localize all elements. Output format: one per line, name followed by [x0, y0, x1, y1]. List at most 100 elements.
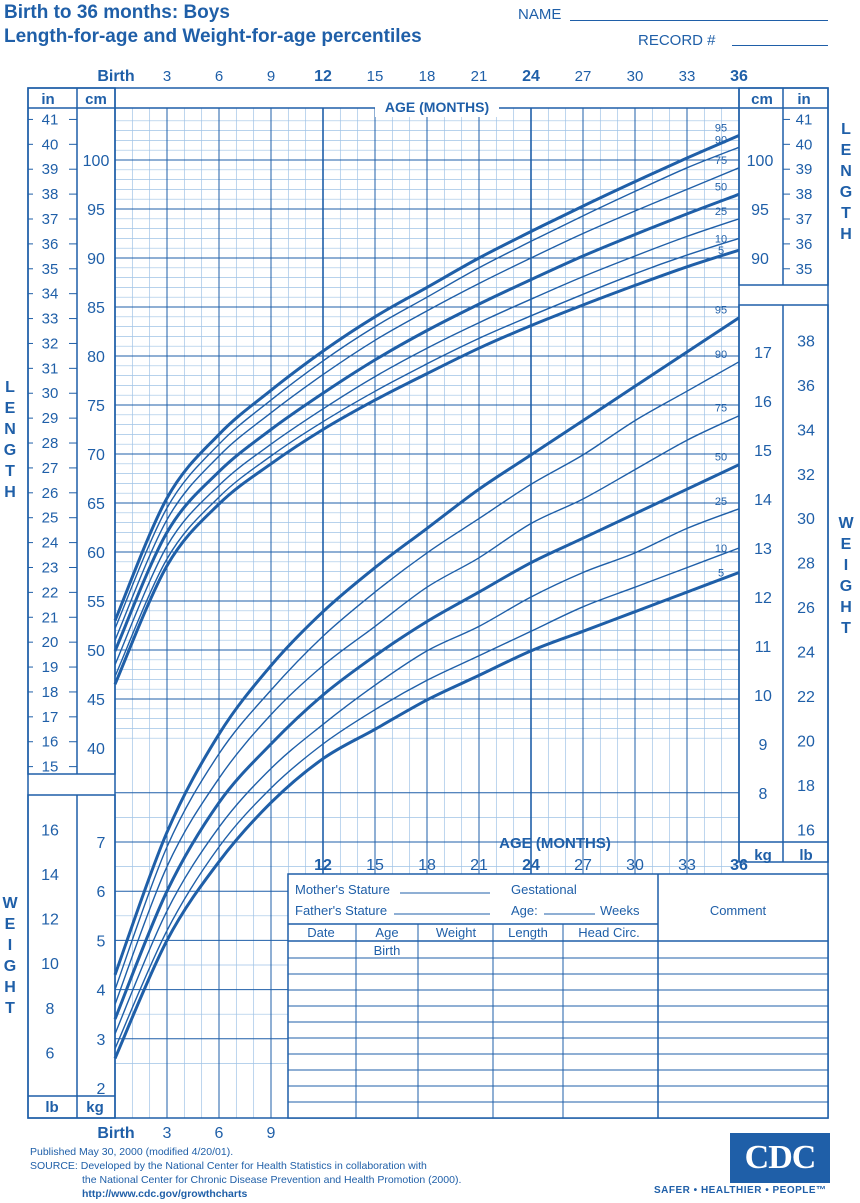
- chart-labels: AGE (MONTHS) AGE (MONTHS) in cm cm in lb kg kg lb…: [2, 91, 854, 1116]
- length-axis-letter: T: [841, 205, 851, 222]
- kg-tick-label: 11: [755, 639, 772, 656]
- cm-tick-label: 80: [87, 349, 105, 366]
- cm-tick-label: 95: [751, 202, 769, 219]
- chart-subtitle: Length-for-age and Weight-for-age percen…: [4, 26, 422, 47]
- record-field[interactable]: [732, 45, 828, 46]
- in-tick-label: 37: [796, 211, 813, 228]
- in-tick-label: 25: [42, 510, 59, 527]
- age-tick-top: 30: [627, 68, 644, 85]
- age-tick-mid: 24: [522, 857, 540, 874]
- unit-lb: lb: [799, 847, 812, 864]
- weight-axis-letter: H: [4, 979, 16, 996]
- percentile-line-length-75: [114, 167, 740, 641]
- age-tick-mid: 36: [730, 857, 748, 874]
- age-tick-mid: 21: [470, 857, 488, 874]
- lb-tick-label: 16: [797, 822, 815, 839]
- unit-lb: lb: [45, 1099, 58, 1116]
- length-axis-letter: L: [5, 379, 15, 396]
- in-tick-label: 36: [796, 236, 813, 253]
- kg-tick-label: 13: [754, 541, 772, 558]
- age-tick-mid: 30: [626, 857, 644, 874]
- cm-tick-label: 50: [87, 643, 105, 660]
- in-tick-label: 41: [796, 111, 813, 128]
- gestational-label: Gestational: [511, 882, 577, 897]
- unit-in: in: [41, 91, 54, 108]
- in-tick-label: 29: [42, 410, 59, 427]
- age-tick-top: 3: [163, 68, 171, 85]
- lb-tick-label: 10: [41, 956, 59, 973]
- age-tick-mid: 18: [418, 857, 436, 874]
- in-tick-label: 17: [42, 709, 59, 726]
- mother-stature-label: Mother's Stature: [295, 882, 390, 897]
- source-line-1: SOURCE: Developed by the National Center…: [30, 1160, 427, 1172]
- in-tick-label: 30: [42, 385, 59, 402]
- percentile-line-weight-10: [114, 547, 740, 1049]
- weight-axis-letter: W: [838, 515, 854, 532]
- in-tick-label: 39: [796, 161, 813, 178]
- in-tick-label: 27: [42, 460, 59, 477]
- percentile-line-weight-95: [113, 316, 740, 976]
- age-tick-top: 21: [471, 68, 488, 85]
- lb-tick-label: 20: [797, 733, 815, 750]
- weight-axis-letter: E: [5, 916, 16, 933]
- kg-tick-label: 8: [759, 786, 768, 803]
- cm-tick-label: 100: [83, 153, 110, 170]
- lb-tick-label: 16: [41, 822, 59, 839]
- age-tick-top: 9: [267, 68, 275, 85]
- length-axis-letter: T: [5, 463, 15, 480]
- in-tick-label: 39: [42, 161, 59, 178]
- kg-tick-label: 10: [754, 688, 772, 705]
- percentile-line-length-90: [114, 146, 740, 629]
- cm-tick-label: 60: [87, 545, 105, 562]
- kg-tick-label: 5: [97, 933, 106, 950]
- gestational-age-label: Age:: [511, 903, 538, 918]
- cm-tick-label: 55: [87, 594, 105, 611]
- name-label: NAME: [518, 6, 562, 23]
- in-tick-label: 38: [796, 186, 813, 203]
- unit-kg: kg: [754, 847, 772, 864]
- age-tick-bottom: 9: [267, 1125, 276, 1142]
- lb-tick-label: 12: [41, 912, 59, 929]
- length-axis-letter: E: [841, 142, 852, 159]
- age-tick-top: 12: [314, 68, 332, 85]
- cm-tick-label: 95: [87, 202, 105, 219]
- in-tick-label: 20: [42, 634, 59, 651]
- age-tick-top: 24: [522, 68, 540, 85]
- age-tick-top: 18: [419, 68, 436, 85]
- percentile-label: 50: [715, 452, 727, 464]
- in-tick-label: 40: [42, 136, 59, 153]
- in-tick-label: 22: [42, 584, 59, 601]
- kg-tick-label: 15: [754, 443, 772, 460]
- percentile-line-length-50: [113, 192, 740, 652]
- first-age-cell: Birth: [374, 943, 401, 958]
- in-tick-label: 32: [42, 335, 59, 352]
- record-label: RECORD #: [638, 32, 716, 49]
- in-tick-label: 31: [42, 360, 59, 377]
- percentile-line-length-10: [114, 237, 740, 677]
- weight-axis-letter: G: [840, 578, 852, 595]
- weight-axis-letter: T: [5, 1000, 15, 1017]
- percentile-line-weight-90: [114, 361, 740, 990]
- column-header: Date: [307, 925, 334, 940]
- cm-tick-label: 90: [87, 251, 105, 268]
- cm-tick-label: 85: [87, 300, 105, 317]
- age-tick-top: 27: [575, 68, 592, 85]
- source-url[interactable]: http://www.cdc.gov/growthcharts: [82, 1188, 248, 1200]
- chart-title: Birth to 36 months: Boys: [4, 2, 230, 23]
- lb-tick-label: 6: [46, 1046, 55, 1063]
- percentile-label: 95: [715, 123, 727, 135]
- cdc-logo: CDC: [730, 1133, 830, 1183]
- unit-in: in: [797, 91, 810, 108]
- lb-tick-label: 34: [797, 422, 815, 439]
- lb-tick-label: 18: [797, 778, 815, 795]
- in-tick-label: 21: [42, 609, 59, 626]
- age-tick-top: 6: [215, 68, 223, 85]
- lb-tick-label: 32: [797, 467, 815, 484]
- name-field[interactable]: [570, 20, 828, 21]
- unit-kg: kg: [86, 1099, 104, 1116]
- percentile-line-weight-25: [114, 508, 740, 1035]
- lb-tick-label: 26: [797, 600, 815, 617]
- kg-tick-label: 3: [97, 1032, 106, 1049]
- column-header: Head Circ.: [578, 925, 639, 940]
